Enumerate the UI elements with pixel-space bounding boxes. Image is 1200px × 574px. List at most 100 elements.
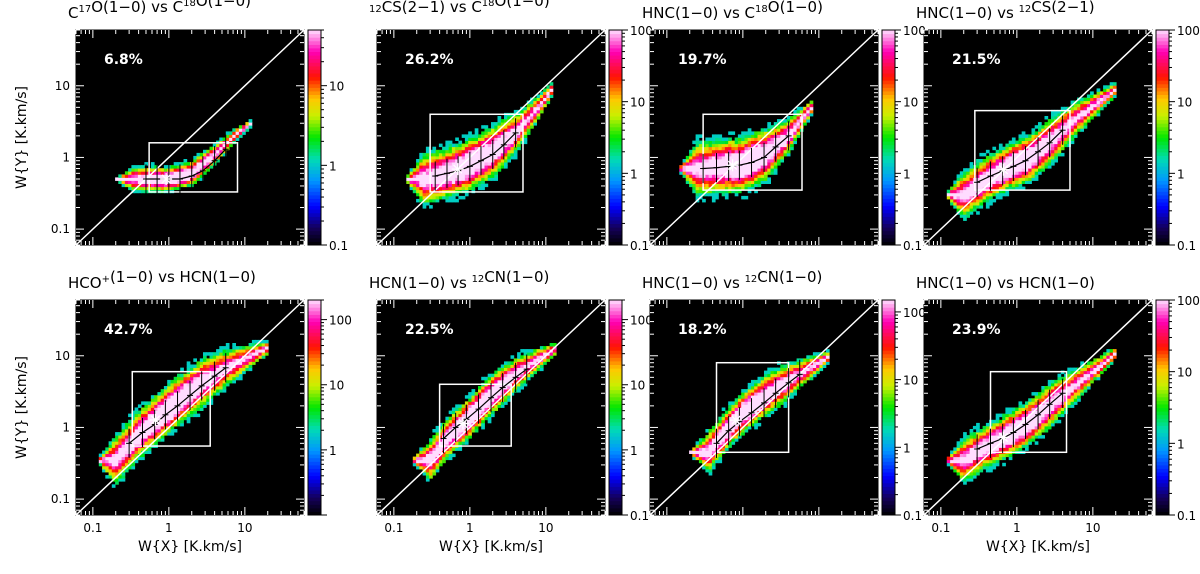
- density-cell: [692, 189, 696, 194]
- density-cell: [209, 149, 214, 154]
- density-cell: [995, 180, 1000, 184]
- density-cell: [724, 195, 729, 200]
- density-cell: [484, 171, 489, 175]
- density-cell: [186, 389, 191, 393]
- density-cell: [1005, 162, 1010, 166]
- density-cell: [1073, 392, 1078, 396]
- density-cell: [163, 398, 168, 402]
- density-cell: [956, 186, 961, 191]
- density-cell: [715, 195, 719, 200]
- density-cell: [163, 389, 168, 393]
- density-cell: [1103, 91, 1107, 95]
- density-cell: [448, 438, 453, 442]
- density-cell: [718, 162, 723, 166]
- density-cell: [1041, 392, 1045, 396]
- density-cell: [507, 370, 511, 375]
- density-cell: [757, 146, 762, 151]
- density-cell: [982, 429, 987, 433]
- density-cell: [455, 407, 459, 411]
- density-cell: [985, 444, 990, 448]
- density-cell: [128, 425, 132, 430]
- density-cell: [1005, 422, 1010, 427]
- density-cell: [491, 125, 495, 129]
- density-cell: [258, 355, 263, 359]
- density-cell: [819, 361, 824, 365]
- density-cell: [1031, 128, 1036, 132]
- density-cell: [976, 186, 980, 191]
- density-cell: [1031, 422, 1036, 427]
- density-cell: [481, 419, 485, 424]
- density-cell: [206, 386, 210, 390]
- density-cell: [692, 180, 696, 184]
- density-cell: [809, 370, 814, 375]
- density-cell: [969, 183, 974, 188]
- density-cell: [458, 180, 463, 184]
- density-cell: [1064, 116, 1068, 120]
- density-cell: [1070, 128, 1075, 132]
- density-cell: [530, 125, 534, 129]
- density-cell: [1015, 422, 1019, 427]
- density-cell: [1038, 143, 1042, 148]
- density-cell: [1025, 143, 1029, 148]
- density-cell: [1051, 395, 1055, 399]
- density-cell: [487, 128, 492, 132]
- density-cell: [1070, 131, 1075, 135]
- density-cell: [809, 109, 814, 114]
- density-cell: [464, 155, 469, 160]
- density-cell: [523, 137, 528, 141]
- density-cell: [747, 389, 752, 393]
- density-cell: [702, 186, 706, 191]
- density-cell: [754, 183, 758, 188]
- density-cell: [435, 183, 440, 188]
- density-cell: [500, 137, 505, 141]
- density-cell: [102, 453, 106, 458]
- density-cell: [432, 450, 437, 454]
- density-cell: [747, 422, 752, 427]
- density-cell: [751, 174, 755, 178]
- density-cell: [1034, 401, 1039, 405]
- density-cell: [757, 162, 762, 166]
- density-cell: [767, 404, 771, 408]
- density-cell: [121, 465, 126, 470]
- density-cell: [190, 398, 194, 402]
- density-cell: [438, 441, 443, 445]
- density-cell: [242, 128, 246, 132]
- density-cell: [731, 177, 736, 181]
- density-cell: [225, 373, 230, 378]
- density-cell: [1086, 112, 1091, 117]
- colorbar-tick-label: 10: [329, 379, 344, 393]
- density-cell: [225, 379, 230, 384]
- density-cell: [770, 140, 775, 145]
- density-cell: [451, 177, 456, 181]
- density-cell: [692, 186, 696, 191]
- density-cell: [1034, 432, 1039, 436]
- density-cell: [163, 392, 168, 396]
- density-cell: [737, 140, 742, 145]
- density-cell: [190, 376, 194, 381]
- density-cell: [698, 171, 703, 175]
- density-cell: [721, 189, 726, 194]
- density-cell: [157, 438, 162, 442]
- density-cell: [1099, 94, 1104, 98]
- density-cell: [773, 370, 778, 375]
- density-cell: [689, 180, 693, 184]
- density-cell: [741, 183, 745, 188]
- density-cell: [186, 367, 191, 372]
- density-cell: [494, 128, 498, 132]
- density-cell: [147, 404, 152, 408]
- density-cell: [118, 478, 122, 482]
- density-cell: [1112, 94, 1117, 98]
- density-cell: [728, 413, 732, 418]
- density-cell: [461, 143, 466, 148]
- density-cell: [1083, 376, 1088, 381]
- density-cell: [1073, 367, 1078, 372]
- density-cell: [734, 165, 739, 169]
- density-cell: [747, 386, 752, 390]
- density-cell: [969, 441, 974, 445]
- density-cell: [1025, 171, 1029, 175]
- density-cell: [203, 171, 207, 175]
- density-cell: [517, 128, 521, 132]
- density-cell: [682, 165, 687, 169]
- density-cell: [134, 459, 139, 464]
